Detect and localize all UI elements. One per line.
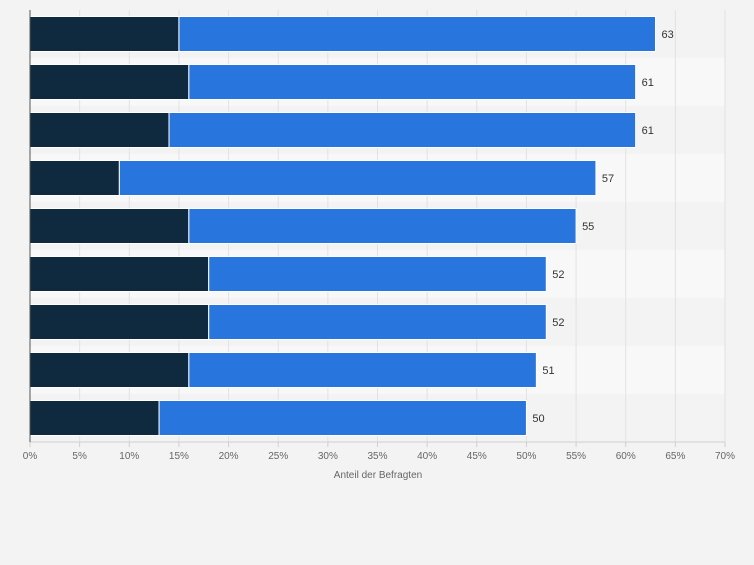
bar-segment-series-2	[118, 160, 597, 196]
bar-segment-series-2	[208, 304, 547, 340]
bar-segment-series-1	[29, 16, 180, 52]
bar-total-label: 51	[542, 365, 554, 377]
x-tick-label: 35%	[367, 451, 387, 462]
x-axis: 0% 5% 10% 15% 20% 25% 30% 35% 40% 45% 50% 55% 60% 65%…	[23, 10, 735, 462]
x-tick-label: 70%	[715, 451, 735, 462]
x-tick-label: 15%	[169, 451, 189, 462]
bar-segment-series-2	[188, 64, 637, 100]
x-tick-label: 40%	[417, 451, 437, 462]
x-tick-label: 30%	[318, 451, 338, 462]
bar-segment-series-1	[29, 208, 190, 244]
bar-segment-series-2	[178, 16, 657, 52]
x-tick-label: 20%	[219, 451, 239, 462]
bar-total-label: 52	[552, 317, 564, 329]
x-tick-label: 25%	[268, 451, 288, 462]
x-tick-label: 65%	[665, 451, 685, 462]
bar-total-label: 57	[602, 173, 614, 185]
x-tick-label: 45%	[467, 451, 487, 462]
bar-segment-series-2	[168, 112, 637, 148]
x-tick-label: 50%	[516, 451, 536, 462]
x-tick-label: 10%	[119, 451, 139, 462]
bar-segment-series-1	[29, 304, 210, 340]
bar-segment-series-2	[208, 256, 547, 292]
bar-total-label: 61	[642, 125, 654, 137]
bar-segment-series-1	[29, 112, 170, 148]
x-tick-label: 5%	[72, 451, 87, 462]
bar-segment-series-1	[29, 64, 190, 100]
bars	[29, 16, 657, 436]
x-tick-label: 0%	[23, 451, 38, 462]
bar-segment-series-2	[188, 208, 577, 244]
bar-total-label: 50	[532, 413, 544, 425]
bar-segment-series-1	[29, 160, 120, 196]
bar-total-label: 61	[642, 77, 654, 89]
data-labels: 63 61 61 57 55 52 52 51 50	[532, 29, 673, 425]
bar-total-label: 55	[582, 221, 594, 233]
bar-segment-series-1	[29, 352, 190, 388]
bar-segment-series-2	[158, 400, 527, 436]
bar-segment-series-1	[29, 400, 160, 436]
bar-total-label: 63	[662, 29, 674, 41]
bar-total-label: 52	[552, 269, 564, 281]
x-tick-label: 60%	[616, 451, 636, 462]
x-axis-title: Anteil der Befragten	[334, 470, 422, 481]
bar-segment-series-1	[29, 256, 210, 292]
bar-segment-series-2	[188, 352, 537, 388]
x-tick-label: 55%	[566, 451, 586, 462]
